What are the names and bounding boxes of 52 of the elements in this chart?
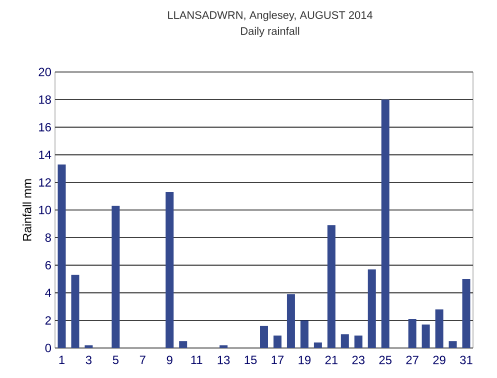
bar xyxy=(166,192,174,348)
y-tick-label: 4 xyxy=(45,288,52,297)
x-tick-label: 13 xyxy=(218,356,230,364)
bar xyxy=(462,279,470,348)
x-tick-label: 5 xyxy=(112,356,118,364)
bar xyxy=(422,324,430,348)
y-tick-label: 10 xyxy=(39,206,52,214)
bar xyxy=(408,319,416,348)
y-tick-label: 14 xyxy=(39,150,52,159)
bar xyxy=(381,100,390,348)
x-tick-label: 1 xyxy=(59,356,64,364)
bar xyxy=(273,336,282,348)
bar xyxy=(448,341,457,348)
y-tick-label: 18 xyxy=(39,95,51,104)
bar xyxy=(340,334,349,348)
y-axis-title: Rainfall mm xyxy=(22,179,32,241)
bar xyxy=(260,326,268,348)
y-tick-label: 16 xyxy=(39,122,51,132)
y-tick-label: 2 xyxy=(45,316,51,325)
y-tick-label: 6 xyxy=(45,260,51,270)
x-tick-label: 25 xyxy=(379,356,392,364)
bar xyxy=(327,225,336,348)
y-tick-label: 8 xyxy=(45,233,51,242)
bar xyxy=(112,206,120,348)
bar xyxy=(314,342,322,348)
bar xyxy=(220,345,228,348)
bar xyxy=(300,320,308,348)
x-tick-label: 21 xyxy=(325,356,338,364)
x-tick-label: 11 xyxy=(191,356,202,364)
y-tick-label: 0 xyxy=(45,344,52,352)
x-tick-label: 7 xyxy=(140,356,146,364)
bar xyxy=(84,345,93,348)
bar xyxy=(179,341,188,348)
chart-subtitle: Daily rainfall xyxy=(241,26,300,38)
x-tick-label: 3 xyxy=(86,356,92,364)
x-tick-label: 9 xyxy=(166,356,172,364)
bar xyxy=(286,294,295,348)
bar xyxy=(58,164,66,348)
y-tick-label: 12 xyxy=(39,178,51,187)
x-tick-label: 17 xyxy=(272,356,284,364)
bar xyxy=(435,309,444,348)
x-tick-label: 15 xyxy=(244,356,257,364)
chart-title: LLANSADWRN, Anglesey, AUGUST 2014 xyxy=(168,10,372,22)
bar xyxy=(368,269,376,348)
x-tick-label: 29 xyxy=(433,356,446,364)
bar xyxy=(71,274,80,348)
x-tick-label: 27 xyxy=(406,356,418,364)
y-tick-label: 20 xyxy=(38,68,52,76)
x-tick-label: 19 xyxy=(298,356,311,364)
bar xyxy=(354,336,362,348)
x-tick-label: 31 xyxy=(460,356,472,364)
x-tick-label: 23 xyxy=(352,356,365,364)
